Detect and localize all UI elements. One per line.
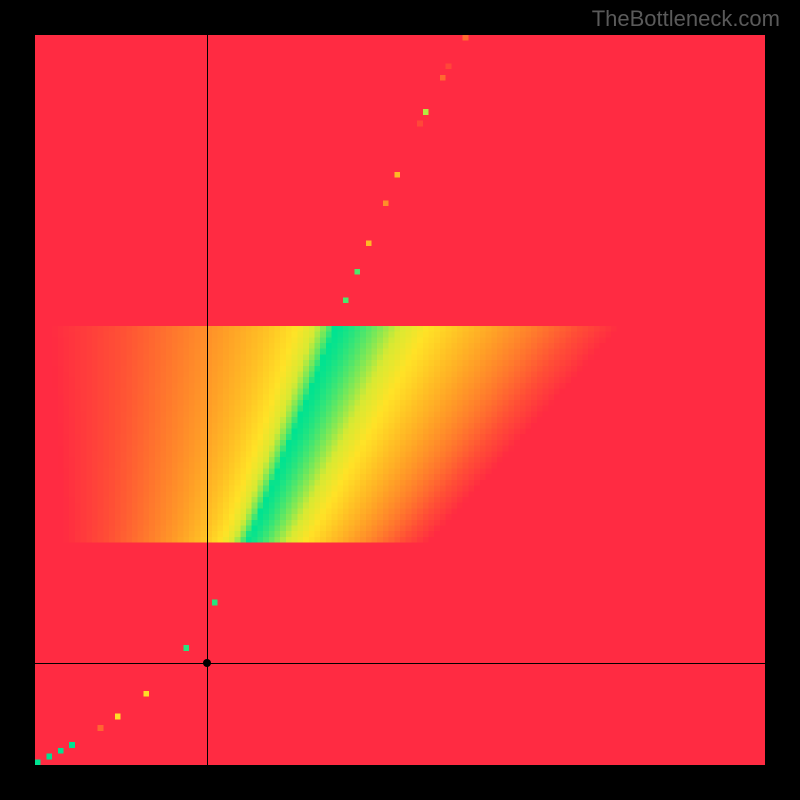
heatmap-canvas [35,35,765,765]
watermark-text: TheBottleneck.com [592,6,780,32]
crosshair-vertical [207,35,208,765]
crosshair-dot [203,659,211,667]
plot-area [35,35,765,765]
crosshair-horizontal [35,663,765,664]
